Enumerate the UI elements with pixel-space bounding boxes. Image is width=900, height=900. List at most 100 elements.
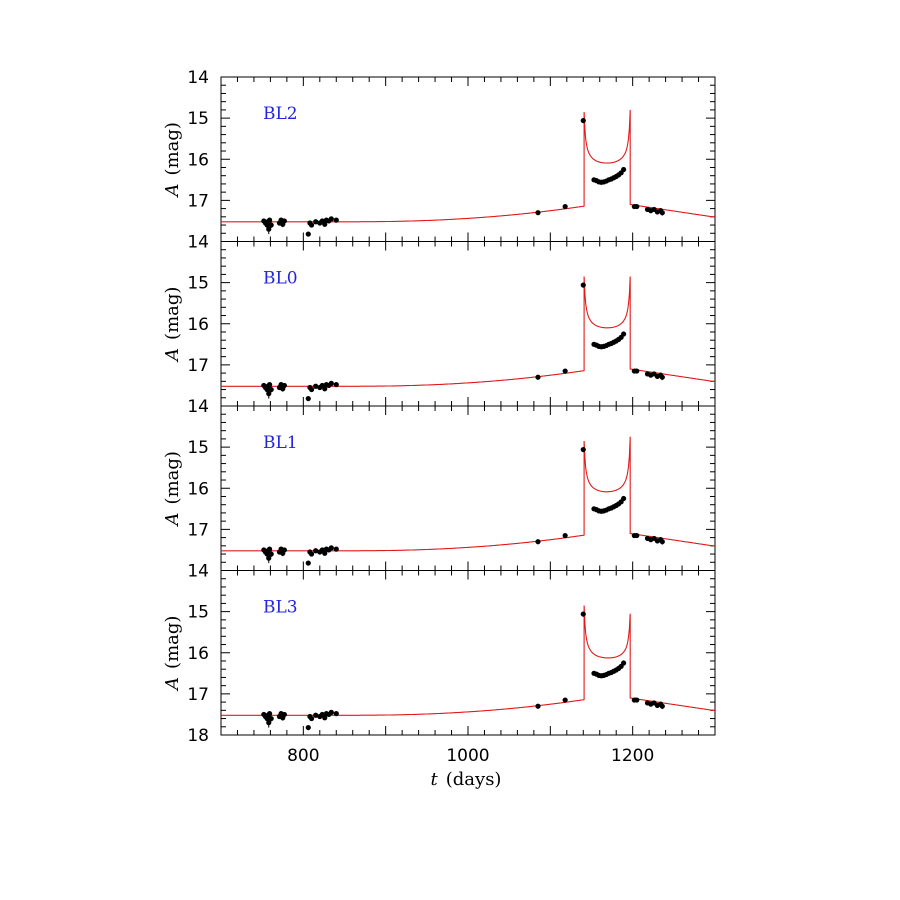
panel-label: BL1: [263, 433, 298, 453]
data-point: [308, 386, 315, 393]
x-axis-label: t (days): [431, 769, 502, 790]
data-point: [305, 560, 311, 566]
data-point: [313, 383, 319, 389]
panel-frame: [220, 76, 716, 242]
data-point: [266, 555, 272, 561]
y-tick-label: 17: [187, 191, 209, 211]
data-point: [281, 711, 287, 718]
y-tick-label: 15: [187, 603, 209, 623]
panel-frame: [220, 241, 716, 407]
data-point: [333, 382, 339, 388]
y-tick-label: 16: [187, 150, 209, 170]
data-point: [580, 282, 586, 288]
y-tick-label: 17: [187, 356, 209, 376]
panel-label: BL3: [263, 598, 298, 618]
data-point: [535, 703, 541, 709]
y-tick-label: 15: [187, 438, 209, 458]
data-point: [562, 203, 568, 210]
data-point: [266, 546, 273, 552]
data-point: [634, 368, 640, 374]
data-point: [266, 720, 272, 726]
data-point: [266, 382, 273, 388]
data-point: [266, 711, 273, 717]
data-point: [281, 547, 287, 553]
data-point: [266, 217, 273, 223]
data-point: [281, 382, 287, 389]
model-curve: [221, 605, 715, 716]
data-point: [535, 374, 541, 380]
data-point: [333, 546, 339, 552]
data-point: [659, 703, 665, 709]
data-point: [580, 446, 586, 453]
data-point: [634, 697, 640, 703]
data-point: [621, 495, 627, 502]
data-point: [305, 724, 311, 731]
data-point: [580, 117, 586, 124]
data-point: [322, 386, 328, 392]
data-point: [305, 395, 311, 402]
y-tick-label: 17: [187, 520, 209, 540]
data-point: [659, 539, 665, 545]
y-axis-label: A(mag): [162, 451, 183, 527]
y-tick-label: 14: [187, 233, 209, 253]
y-tick-label: 17: [187, 685, 209, 705]
data-point: [328, 216, 334, 222]
panel-frame: [220, 405, 716, 571]
data-point: [535, 539, 541, 545]
x-tick-label: 1000: [446, 746, 489, 766]
panel-bl2: 14 15 16 17A(mag) BL2: [162, 68, 716, 242]
model-curve: [221, 436, 715, 552]
y-tick-label: 16: [187, 644, 209, 664]
y-tick-label: 18: [187, 726, 209, 746]
data-point: [562, 368, 568, 374]
data-point: [328, 709, 334, 715]
panel-label: BL2: [263, 104, 298, 124]
data-point: [333, 217, 339, 223]
panel-bl1: 14 15 16 17A(mag) BL1: [162, 397, 716, 571]
data-point: [266, 226, 272, 232]
model-curve: [221, 109, 715, 223]
data-point: [535, 210, 541, 216]
data-point: [621, 660, 627, 666]
data-point: [308, 715, 315, 722]
data-point: [562, 697, 568, 703]
panel-bl3: 14 15 16 17 18 A(mag) BL3 800 1000 1200: [162, 562, 716, 766]
data-point: [621, 331, 627, 337]
x-tick-label: 800: [287, 746, 319, 766]
data-point: [268, 222, 274, 228]
panel-frame: [220, 570, 716, 736]
data-point: [333, 711, 339, 717]
data-point: [328, 545, 334, 551]
data-point: [268, 551, 274, 557]
x-tick-label: 1200: [611, 746, 654, 766]
y-tick-label: 15: [187, 109, 209, 129]
y-axis-label: A(mag): [162, 122, 183, 198]
data-point: [322, 221, 328, 227]
data-point: [634, 203, 640, 210]
panel-label: BL0: [263, 269, 298, 289]
data-point: [580, 611, 586, 617]
y-tick-label: 16: [187, 479, 209, 499]
data-point: [308, 222, 315, 228]
data-point: [322, 550, 328, 556]
data-point: [313, 712, 319, 718]
data-point: [305, 231, 311, 237]
y-tick-label: 14: [187, 68, 209, 88]
y-tick-label: 14: [187, 562, 209, 582]
data-point: [328, 380, 334, 386]
data-point: [266, 391, 272, 397]
data-point: [281, 218, 287, 224]
y-tick-label: 15: [187, 274, 209, 294]
data-point: [322, 715, 328, 721]
data-point: [659, 374, 665, 380]
data-point: [313, 219, 319, 225]
y-tick-label: 16: [187, 315, 209, 335]
data-point: [268, 386, 274, 393]
data-point: [313, 548, 319, 554]
y-axis-label: A(mag): [162, 616, 183, 692]
model-curve: [221, 276, 715, 387]
data-point: [621, 166, 627, 173]
data-point: [268, 715, 274, 722]
data-point: [659, 210, 665, 216]
